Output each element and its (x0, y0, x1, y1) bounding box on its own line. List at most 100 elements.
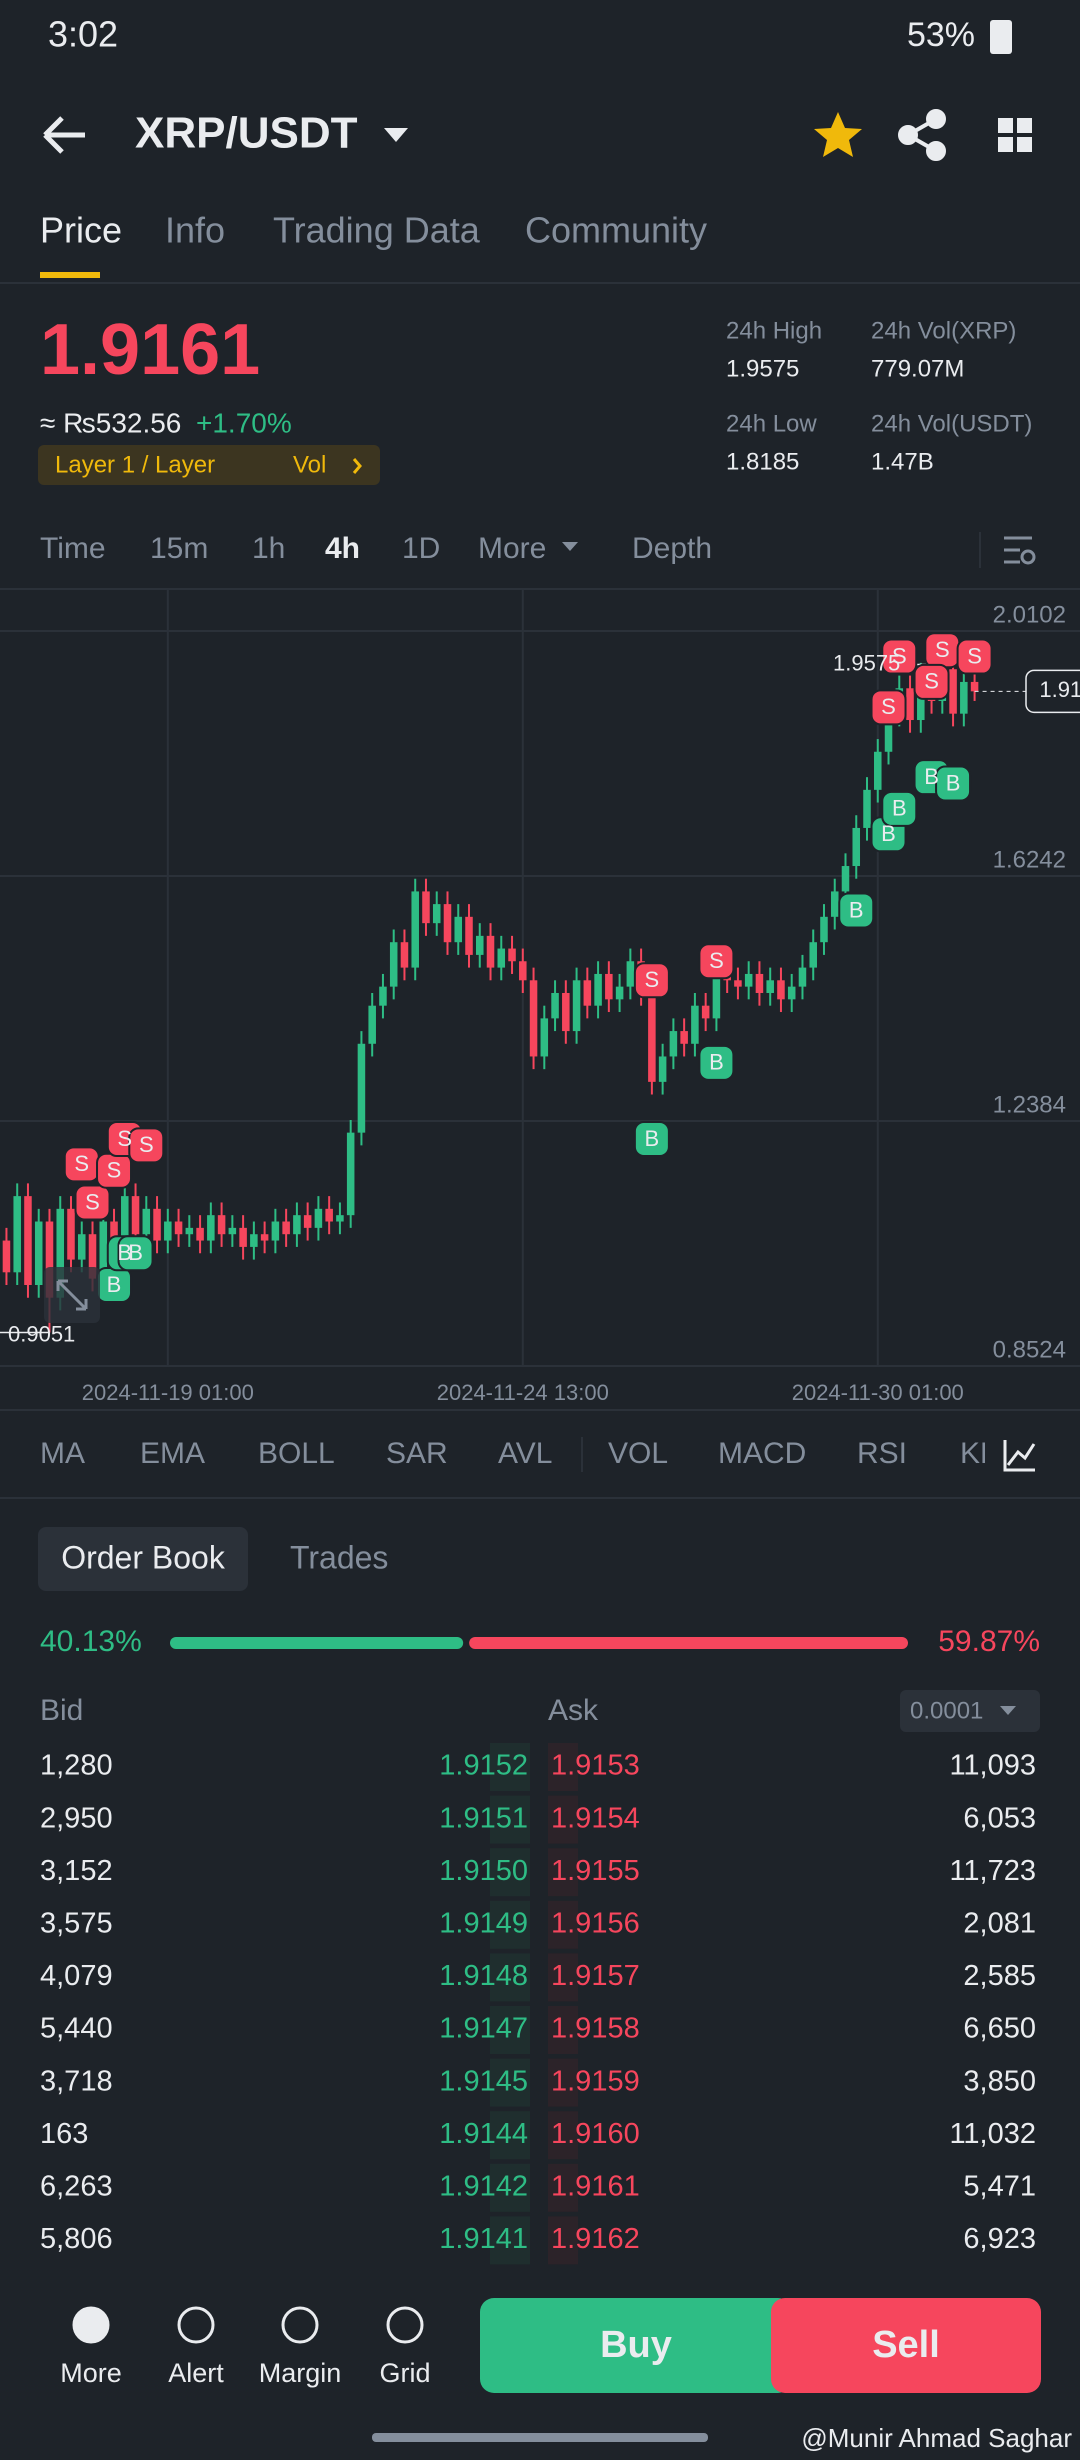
tab[interactable]: Price (40, 210, 122, 251)
chart-settings[interactable] (1004, 536, 1036, 565)
sell-button[interactable] (771, 2298, 1041, 2393)
interval[interactable]: Depth (632, 532, 712, 565)
ask-price: 1.9154 (551, 1802, 640, 1834)
buy-label[interactable]: Buy (600, 2324, 672, 2366)
depth-shade (548, 2216, 578, 2265)
stat-label: 24h Vol(XRP) (871, 317, 1016, 344)
candle-body (820, 916, 828, 943)
indicator-settings[interactable] (1003, 1440, 1036, 1472)
interval[interactable]: 4h (325, 532, 360, 565)
candle-body (701, 1005, 710, 1019)
nav-icon[interactable] (281, 2306, 319, 2344)
interval[interactable]: 1D (402, 532, 440, 565)
depth-shade (490, 1795, 530, 1844)
book-tab[interactable]: Trades (290, 1539, 388, 1575)
interval[interactable]: 1h (252, 532, 285, 565)
indicator[interactable]: MA (40, 1437, 85, 1470)
tag-label[interactable]: Layer 1 / Layer (55, 451, 215, 478)
candle-body (217, 1215, 226, 1235)
bid-qty: 4,079 (40, 1960, 113, 1992)
nav-label[interactable]: Grid (379, 2358, 430, 2388)
depth-shade (490, 2216, 530, 2265)
pair-dropdown[interactable] (384, 128, 408, 142)
trade-marker-label: S (107, 1158, 122, 1183)
nav-icon[interactable] (386, 2306, 424, 2344)
indicator[interactable]: RSI (857, 1437, 907, 1470)
bid-price: 1.9142 (439, 2170, 528, 2202)
indicator[interactable]: BOLL (258, 1437, 335, 1470)
indicator[interactable]: EMA (140, 1437, 205, 1470)
candle-body (949, 669, 957, 714)
interval[interactable]: 15m (150, 532, 208, 565)
indicator[interactable]: VOL (608, 1437, 668, 1470)
grid-menu[interactable] (998, 118, 1032, 152)
favorite-star[interactable] (814, 112, 862, 157)
depth-shade (548, 1953, 578, 2002)
ask-price: 1.9161 (551, 2170, 640, 2202)
pair-title[interactable]: XRP/USDT (135, 109, 358, 158)
tag-label[interactable]: Vol (293, 451, 326, 478)
nav-icon[interactable] (72, 2306, 110, 2344)
trade-marker-label: B (924, 764, 939, 789)
candle-body (508, 948, 516, 962)
candle-body (99, 1221, 108, 1279)
candle-body (830, 891, 839, 917)
buy-button[interactable] (480, 2298, 792, 2393)
bid-price: 1.9145 (439, 2065, 528, 2097)
y-tick-label: 0.8524 (993, 1336, 1066, 1363)
book-tab[interactable]: Order Book (61, 1539, 226, 1575)
tab-active-bg (38, 1527, 248, 1591)
indicator[interactable]: MACD (718, 1437, 806, 1470)
high-label: 1.9575 (833, 650, 900, 675)
candle-body (906, 688, 914, 721)
sell-label[interactable]: Sell (872, 2324, 940, 2366)
ask-qty: 11,093 (949, 1750, 1036, 1782)
candle-body (841, 866, 850, 892)
depth-shade (548, 2111, 578, 2160)
depth-shade (548, 2058, 578, 2107)
share-button[interactable] (898, 109, 946, 161)
candle-body (422, 891, 430, 924)
candle-body (798, 967, 807, 987)
last-price-tag (1025, 669, 1080, 714)
back-button[interactable] (43, 116, 85, 154)
tag-box[interactable] (38, 445, 380, 485)
trade-marker (913, 663, 950, 700)
precision[interactable]: 0.0001 (910, 1697, 983, 1724)
bid-price: 1.9147 (439, 2013, 528, 2045)
candle-body (271, 1221, 280, 1241)
precision-select[interactable] (900, 1690, 1040, 1732)
candle-body (960, 681, 968, 714)
tab[interactable]: Info (165, 210, 225, 251)
battery-text: 53% (907, 16, 975, 54)
interval[interactable]: More (478, 532, 546, 565)
trade-marker-label: S (924, 669, 939, 694)
nav-label[interactable]: More (60, 2358, 122, 2388)
tab[interactable]: Community (525, 210, 707, 251)
interval[interactable]: Time (40, 532, 106, 565)
trade-marker-label: B (849, 897, 864, 922)
expand-icon (56, 1279, 88, 1311)
ask-qty: 6,650 (963, 2013, 1036, 2045)
indicator[interactable]: SAR (386, 1437, 448, 1470)
candle-body (970, 681, 979, 692)
candle-body (67, 1208, 75, 1260)
ask-ratio-bar (469, 1637, 908, 1649)
candle-body (594, 973, 602, 1006)
candle-body (454, 916, 463, 943)
depth-shade (548, 2006, 578, 2054)
nav-label[interactable]: Alert (168, 2358, 224, 2388)
tab[interactable]: Trading Data (273, 210, 481, 251)
candle-body (2, 1240, 11, 1273)
trade-marker (838, 892, 875, 929)
last-price: 1.9161 (40, 310, 260, 390)
candle-body (400, 942, 409, 968)
indicator[interactable]: AVL (498, 1437, 552, 1470)
ask-qty: 2,081 (963, 1907, 1036, 1939)
nav-label[interactable]: Margin (259, 2358, 342, 2388)
candle-body (766, 980, 774, 993)
nav-icon[interactable] (177, 2306, 215, 2344)
bid-price: 1.9151 (439, 1802, 528, 1834)
candle-body (142, 1208, 151, 1235)
candle-body (185, 1227, 194, 1235)
